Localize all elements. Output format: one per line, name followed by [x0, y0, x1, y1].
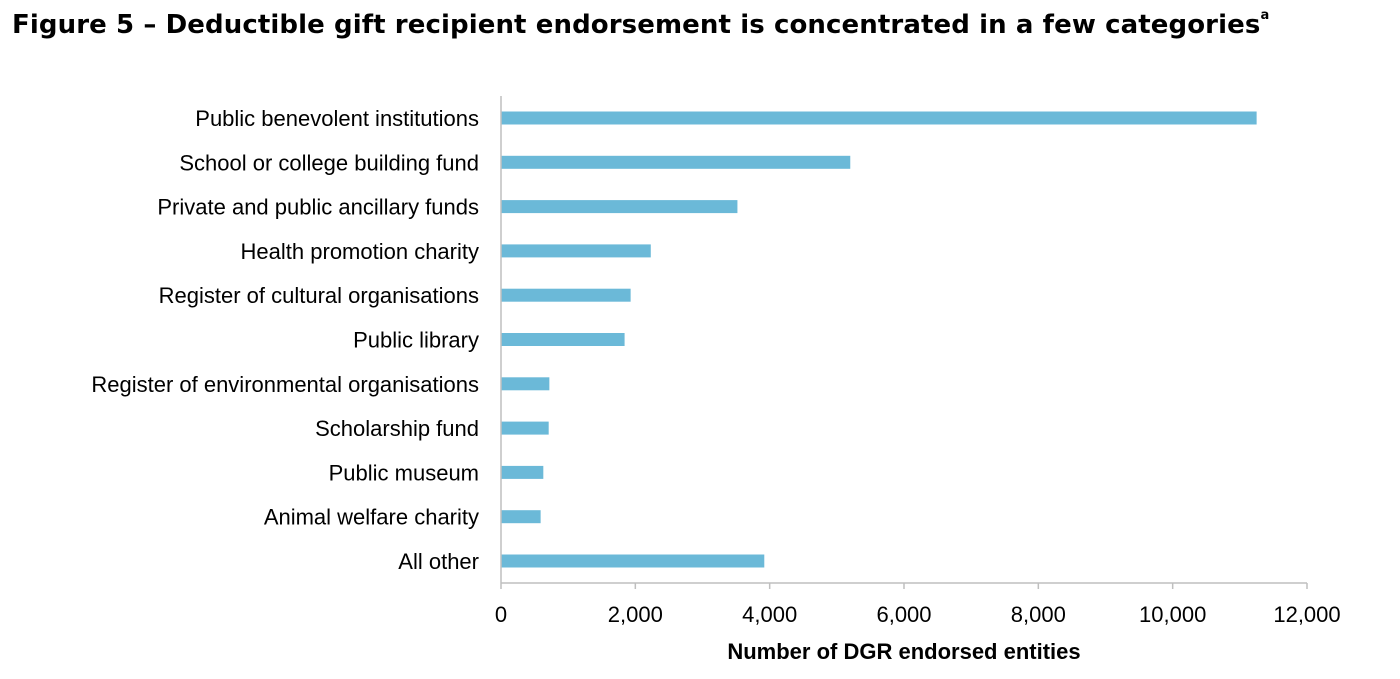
- x-tick-label: 4,000: [742, 602, 797, 627]
- category-label: School or college building fund: [179, 150, 479, 175]
- bar: [501, 111, 1257, 125]
- bar: [501, 288, 631, 302]
- x-tick-label: 2,000: [608, 602, 663, 627]
- bar: [501, 377, 550, 391]
- bar: [501, 554, 765, 568]
- bar: [501, 465, 544, 479]
- category-label: Health promotion charity: [241, 239, 479, 264]
- figure-title-text: Figure 5 – Deductible gift recipient end…: [12, 10, 1261, 40]
- bar: [501, 200, 738, 214]
- x-tick-label: 6,000: [876, 602, 931, 627]
- category-label: Animal welfare charity: [264, 505, 479, 530]
- x-tick-label: 10,000: [1139, 602, 1206, 627]
- figure-title: Figure 5 – Deductible gift recipient end…: [12, 8, 1270, 40]
- category-label: Scholarship fund: [315, 416, 479, 441]
- category-label: Register of environmental organisations: [91, 372, 479, 397]
- bar: [501, 333, 625, 346]
- category-label: Public museum: [329, 460, 479, 485]
- category-label: Public library: [353, 328, 479, 353]
- x-tick-label: 0: [495, 602, 507, 627]
- category-label: Private and public ancillary funds: [157, 195, 479, 220]
- category-label: Public benevolent institutions: [195, 106, 479, 131]
- category-label: Register of cultural organisations: [159, 283, 479, 308]
- x-tick-label: 12,000: [1273, 602, 1340, 627]
- bar: [501, 244, 651, 258]
- category-label: All other: [398, 549, 479, 574]
- bar: [501, 510, 541, 524]
- x-tick-label: 8,000: [1011, 602, 1066, 627]
- bar: [501, 421, 549, 435]
- figure-title-footnote-marker: a: [1260, 8, 1270, 23]
- bar: [501, 155, 851, 169]
- x-axis-title: Number of DGR endorsed entities: [727, 639, 1080, 664]
